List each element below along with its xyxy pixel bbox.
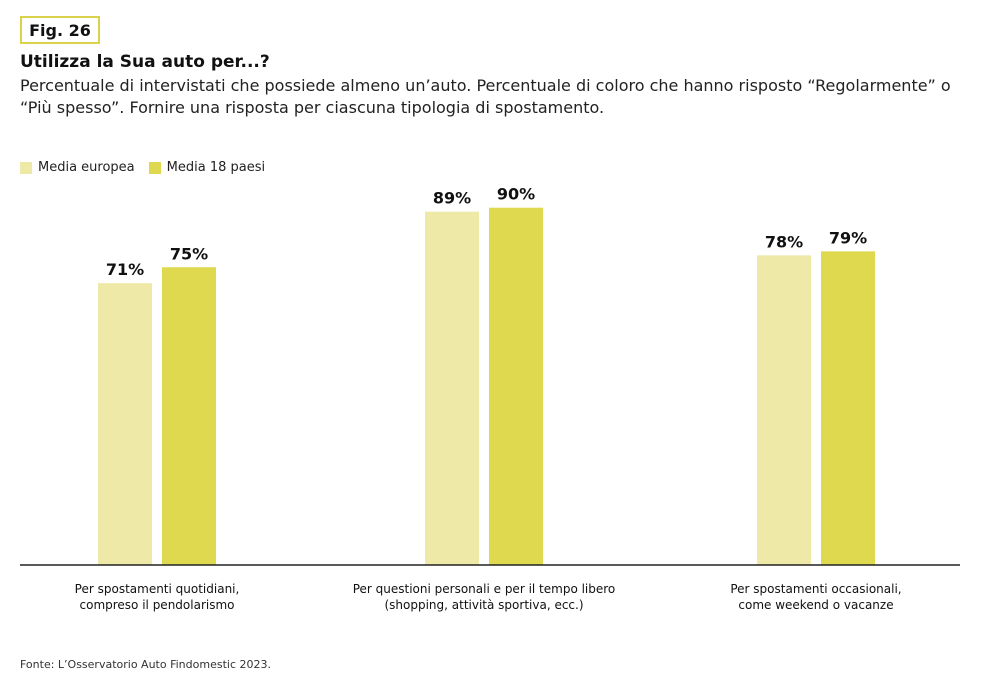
- bar-media-18-paesi-0: [162, 267, 216, 565]
- bar-media-europea-1: [425, 211, 479, 566]
- legend-label-media-europea: Media europea: [38, 160, 135, 175]
- data-label-media-europea-1: 89%: [433, 189, 471, 208]
- data-label-media-europea-2: 78%: [765, 232, 803, 251]
- chart-title: Utilizza la Sua auto per...?: [20, 52, 270, 72]
- data-label-media-europea-0: 71%: [106, 260, 144, 279]
- legend-label-media-18-paesi: Media 18 paesi: [166, 160, 266, 175]
- legend-item-media-18-paesi: Media 18 paesi: [148, 160, 266, 175]
- data-label-media-18-paesi-1: 90%: [497, 185, 535, 204]
- data-label-media-18-paesi-0: 75%: [170, 244, 208, 263]
- bar-media-18-paesi-2: [821, 251, 875, 565]
- data-label-media-18-paesi-2: 79%: [829, 228, 867, 247]
- legend-swatch-media-18-paesi: [148, 161, 161, 174]
- bar-media-europea-2: [757, 255, 811, 565]
- figure-label: Fig. 26: [20, 16, 100, 44]
- legend-item-media-europea: Media europea: [20, 160, 135, 175]
- category-label-1: Per questioni personali e per il tempo l…: [353, 582, 616, 612]
- chart-subtitle: Percentuale di intervistati che possiede…: [20, 76, 951, 117]
- legend: Media europea Media 18 paesi: [20, 160, 265, 175]
- category-label-0: Per spostamenti quotidiani, compreso il p…: [75, 582, 240, 612]
- source-note: Fonte: L’Osservatorio Auto Findomestic 2…: [20, 658, 271, 671]
- bar-media-18-paesi-1: [489, 207, 543, 565]
- category-label-2: Per spostamenti occasionali, come weekend…: [730, 582, 901, 612]
- legend-swatch-media-europea: [20, 161, 32, 174]
- bar-media-europea-0: [98, 283, 152, 565]
